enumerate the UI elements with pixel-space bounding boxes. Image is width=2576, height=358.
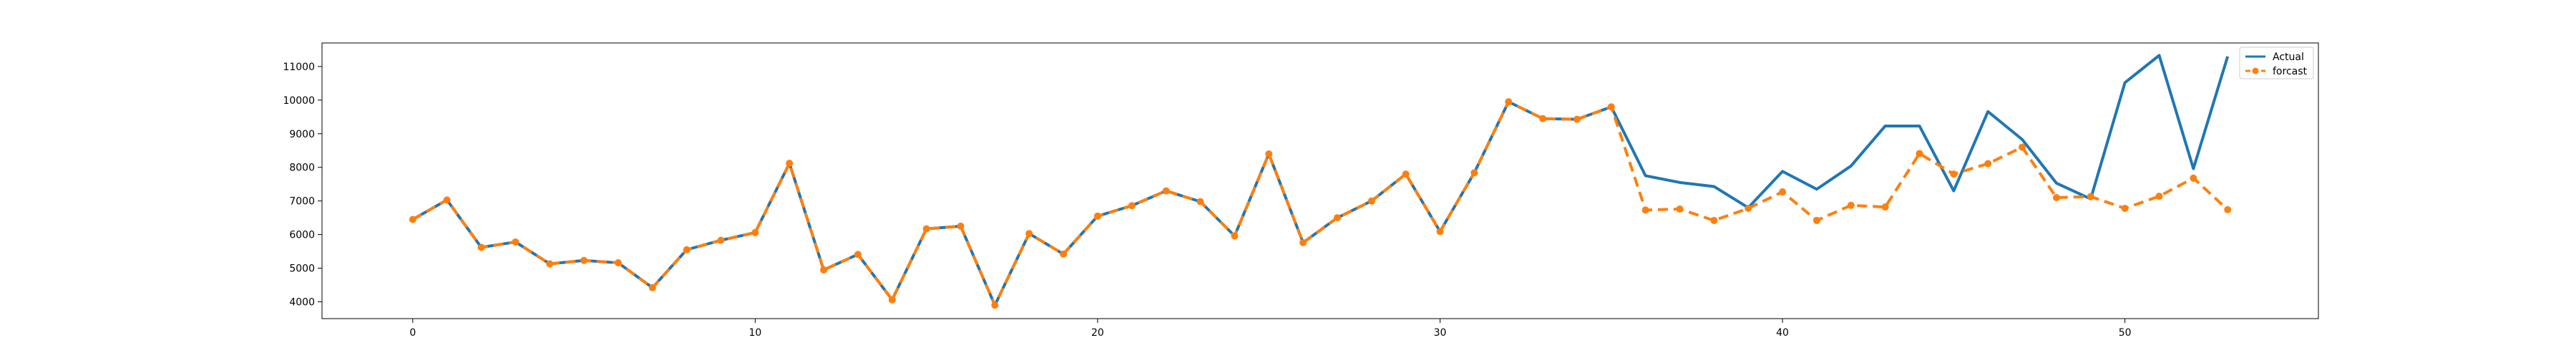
y-tick-label: 9000 [289, 129, 315, 140]
data-point-forcast [1299, 238, 1307, 246]
data-point-forcast [1402, 170, 1410, 178]
data-point-forcast [648, 284, 656, 291]
data-point-forcast [1813, 216, 1820, 224]
data-point-forcast [1367, 197, 1375, 205]
y-tick-label: 6000 [289, 230, 315, 241]
x-tick-label: 10 [748, 327, 761, 339]
data-point-forcast [2052, 193, 2060, 201]
data-point-forcast [1025, 230, 1033, 238]
data-point-forcast [1881, 203, 1889, 211]
y-tick-label: 7000 [289, 196, 315, 208]
legend-label-forcast: forcast [2273, 66, 2308, 77]
y-axis-ticks: 4000 5000 6000 7000 8000 9000 10000 11000 [283, 62, 322, 309]
data-point-forcast [2019, 143, 2026, 151]
x-tick-label: 20 [1091, 327, 1104, 339]
series-line-forcast [411, 100, 2229, 307]
data-point-forcast [477, 243, 485, 251]
data-point-forcast [751, 228, 759, 236]
data-point-forcast [1162, 187, 1170, 195]
data-point-forcast [2087, 193, 2094, 200]
x-tick-label: 30 [1434, 327, 1447, 339]
data-point-forcast [922, 225, 930, 233]
data-point-forcast [443, 196, 451, 204]
legend-marker-forcast [2252, 67, 2259, 74]
data-point-forcast [1710, 216, 1718, 224]
data-point-forcast [2121, 205, 2129, 212]
y-tick-label: 11000 [283, 62, 315, 73]
x-tick-label: 0 [409, 327, 416, 339]
x-tick-label: 50 [2119, 327, 2132, 339]
data-point-forcast [2224, 205, 2232, 213]
data-point-forcast [546, 260, 554, 268]
data-point-forcast [1847, 201, 1855, 209]
data-point-forcast [1745, 205, 1752, 212]
data-point-forcast [717, 236, 725, 244]
data-point-forcast [1984, 160, 1992, 168]
y-tick-label: 10000 [283, 95, 315, 107]
legend: Actual forcast [2239, 47, 2314, 79]
legend-label-actual: Actual [2273, 52, 2304, 63]
data-point-forcast [2155, 193, 2163, 200]
data-point-forcast [614, 259, 622, 267]
data-point-forcast [512, 238, 519, 246]
data-point-forcast [1436, 228, 1444, 236]
data-point-forcast [2190, 174, 2197, 182]
data-point-forcast [1676, 205, 1684, 213]
data-point-forcast [1060, 250, 1068, 258]
data-point-forcast [888, 296, 896, 304]
data-point-forcast [1231, 232, 1239, 240]
data-point-forcast [1196, 198, 1204, 205]
y-tick-label: 5000 [289, 263, 315, 275]
data-point-forcast [1333, 214, 1341, 222]
data-point-forcast [1779, 188, 1787, 195]
plot-frame [321, 42, 2319, 319]
data-point-forcast [580, 256, 588, 264]
data-point-forcast [820, 266, 828, 274]
data-point-forcast [1607, 103, 1615, 111]
series-layer [409, 54, 2232, 309]
plot-background [322, 43, 2318, 319]
data-point-forcast [786, 160, 794, 168]
data-point-forcast [991, 301, 999, 309]
data-point-forcast [1573, 115, 1581, 123]
x-axis-ticks: 0 10 20 30 40 50 [409, 319, 2132, 339]
x-tick-label: 40 [1776, 327, 1789, 339]
data-point-forcast [1470, 169, 1478, 177]
data-point-forcast [1916, 150, 1923, 158]
data-point-forcast [1093, 212, 1101, 220]
y-tick-label: 4000 [289, 297, 315, 309]
data-point-forcast [409, 216, 416, 223]
data-point-forcast [1505, 98, 1513, 106]
data-point-forcast [683, 246, 691, 253]
data-point-forcast [1265, 150, 1273, 158]
data-point-forcast [1539, 115, 1547, 122]
data-point-forcast [1128, 202, 1136, 210]
data-point-forcast [1641, 206, 1649, 214]
data-point-forcast [854, 251, 862, 258]
y-tick-label: 8000 [289, 163, 315, 174]
data-point-forcast [957, 222, 965, 230]
data-point-forcast [1950, 170, 1958, 178]
